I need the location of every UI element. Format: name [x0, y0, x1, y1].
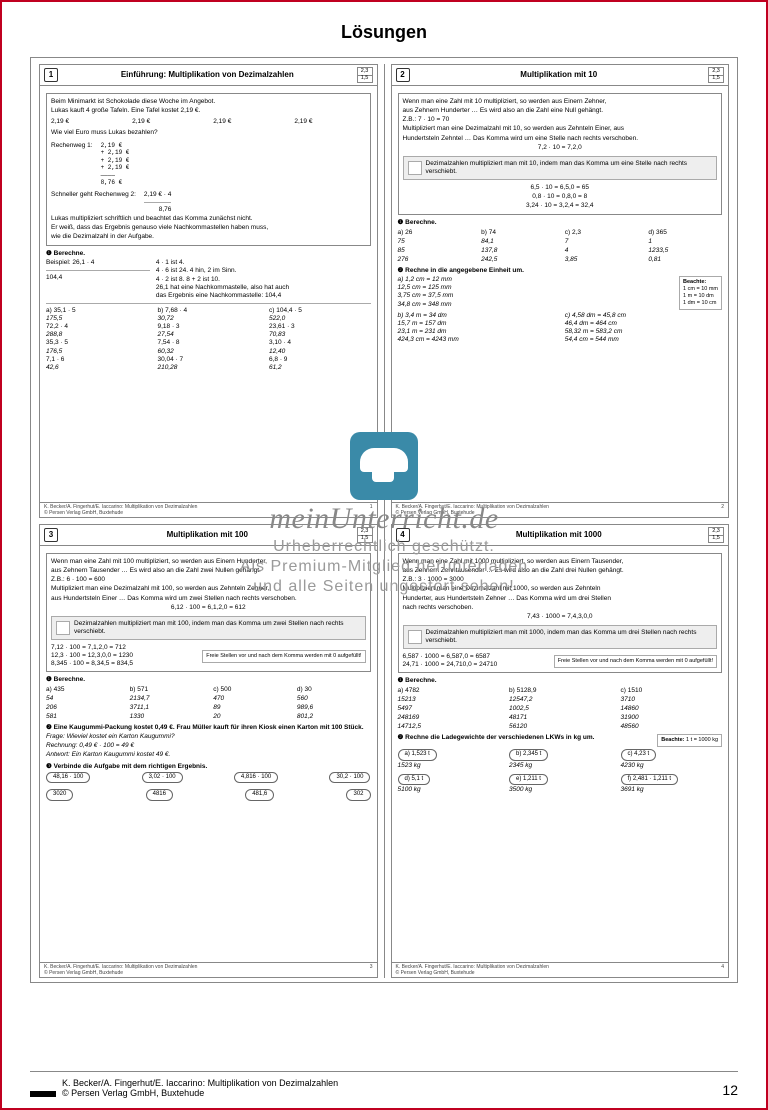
text: Lukas multipliziert schriftlich und beac… [51, 215, 366, 223]
q1-title: Einführung: Multiplikation von Dezimalza… [62, 70, 353, 80]
price: 2,19 € [294, 118, 365, 126]
task: ❶ Berechne. [46, 676, 371, 684]
rule-box: Dezimalzahlen multipliziert man mit 1000… [403, 625, 718, 649]
oval: b) 2,345 t [509, 749, 548, 761]
q2-title: Multiplikation mit 10 [414, 70, 705, 80]
oval: c) 4,23 t [621, 749, 657, 761]
page-title: Lösungen [30, 22, 738, 43]
oval: 3020 [46, 789, 73, 801]
subpage: 1 [370, 504, 373, 517]
task: ❶ Berechne. [398, 677, 723, 685]
q1-number: 1 [44, 68, 58, 82]
price: 2,19 € [51, 118, 122, 126]
page-number: 12 [722, 1082, 738, 1098]
text: Beispiel: 26,1 · 4 [46, 259, 150, 267]
task: ❶ Berechne. [46, 250, 371, 258]
text: 4 · 6 ist 24. 4 hin, 2 im Sinn. [156, 267, 371, 275]
text: 4 · 1 ist 4. [156, 259, 371, 267]
page: Lösungen 1 Einführung: Multiplikation vo… [0, 0, 768, 1110]
col-c: c) 104,4 · 5522,0 23,61 · 370,83 3,10 · … [269, 307, 371, 372]
q2-intro-box: Wenn man eine Zahl mit 10 multipliziert,… [398, 93, 723, 215]
task: ❸ Verbinde die Aufgabe mit dem richtigen… [46, 763, 371, 771]
col-a: a) 35,1 · 5175,5 72,2 · 4288,8 35,3 · 51… [46, 307, 148, 372]
oval: 4,816 · 100 [234, 772, 278, 784]
credit: K. Becker/A. Fingerhut/E. Iaccarino: Mul… [44, 504, 197, 510]
price: 2,19 € [213, 118, 284, 126]
q3-title: Multiplikation mit 100 [62, 530, 353, 540]
quadrant-2: 2 Multiplikation mit 10 2,31,5 Wenn man … [391, 64, 730, 518]
oval: d) 5,1 t [398, 774, 431, 786]
oval: a) 1,523 t [398, 749, 437, 761]
rule-box: Dezimalzahlen multipliziert man mit 100,… [51, 616, 366, 640]
left-column: 1 Einführung: Multiplikation von Dezimal… [39, 64, 378, 978]
page-footer: K. Becker/A. Fingerhut/E. Iaccarino: Mul… [30, 1071, 738, 1098]
q3-number: 3 [44, 528, 58, 542]
oval: 3,02 · 100 [142, 772, 183, 784]
q4-title: Multiplikation mit 1000 [414, 530, 705, 540]
text: Lukas kauft 4 große Tafeln. Eine Tafel k… [51, 107, 366, 115]
calc: 2,19 € · 4 [144, 191, 171, 199]
oval: 30,2 · 100 [329, 772, 370, 784]
oval: e) 1,211 t [509, 774, 548, 786]
hint: Beachte: 1 cm = 10 mm 1 m = 10 dm 1 dm =… [679, 276, 722, 310]
label: Rechenweg 1: [51, 142, 93, 187]
right-column: 2 Multiplikation mit 10 2,31,5 Wenn man … [391, 64, 730, 978]
copyright: © Persen Verlag GmbH, Buxtehude [44, 510, 123, 516]
task: ❷ Rechne die Ladegewichte der verschiede… [398, 734, 652, 742]
text: 104,4 [46, 274, 150, 282]
quadrant-3: 3 Multiplikation mit 100 2,31,5 Wenn man… [39, 524, 378, 978]
calc: 2,19 € + 2,19 € + 2,19 € + 2,19 € ———— 8… [101, 142, 130, 187]
task: ❶ Berechne. [398, 219, 723, 227]
quadrant-4: 4 Multiplikation mit 1000 2,31,5 Wenn ma… [391, 524, 730, 978]
col-b: b) 7,68 · 430,72 9,18 · 327,54 7,54 · 86… [158, 307, 260, 372]
frac-badge: 2,31,5 [357, 67, 373, 83]
text: das Ergebnis eine Nachkommastelle: 104,4 [156, 292, 371, 300]
task: ❷ Eine Kaugummi-Packung kostet 0,49 €. F… [46, 724, 371, 732]
oval: f) 2,481 · 1,211 t [621, 774, 679, 786]
q2-number: 2 [396, 68, 410, 82]
oval: 48,16 · 100 [46, 772, 90, 784]
quadrant-1: 1 Einführung: Multiplikation von Dezimal… [39, 64, 378, 518]
q1-intro-box: Beim Minimarkt ist Schokolade diese Woch… [46, 93, 371, 246]
calc: 8,76 [144, 206, 171, 214]
footer-line: K. Becker/A. Fingerhut/E. Iaccarino: Mul… [62, 1078, 338, 1088]
hint: Beachte: 1 t = 1000 kg [657, 734, 722, 747]
text: 26,1 hat eine Nachkommastelle, also hat … [156, 284, 371, 292]
hint: Freie Stellen vor und nach dem Komma wer… [202, 650, 365, 663]
text: 4 · 2 ist 8. 8 + 2 ist 10. [156, 276, 371, 284]
text: Er weiß, dass das Ergebnis genauso viele… [51, 224, 366, 232]
hint: Freie Stellen vor und nach dem Komma wer… [554, 655, 717, 668]
label: Schneller geht Rechenweg 2: [51, 191, 136, 214]
price: 2,19 € [132, 118, 203, 126]
persen-logo [30, 1079, 56, 1097]
q3-intro-box: Wenn man eine Zahl mit 100 multipliziert… [46, 553, 371, 672]
footer-line: © Persen Verlag GmbH, Buxtehude [62, 1088, 338, 1098]
oval: 4816 [146, 789, 173, 801]
text: Beim Minimarkt ist Schokolade diese Woch… [51, 98, 366, 106]
task: ❷ Rechne in die angegebene Einheit um. [398, 267, 723, 275]
q4-number: 4 [396, 528, 410, 542]
rule-box: Dezimalzahlen multipliziert man mit 10, … [403, 156, 718, 180]
text: Wie viel Euro muss Lukas bezahlen? [51, 129, 366, 137]
q4-intro-box: Wenn man eine Zahl mit 1000 multiplizier… [398, 553, 723, 673]
text: wie die Dezimalzahl in der Aufgabe. [51, 233, 366, 241]
worksheet-grid: 1 Einführung: Multiplikation von Dezimal… [30, 57, 738, 983]
oval: 481,6 [245, 789, 274, 801]
vertical-divider [384, 64, 385, 978]
oval: 302 [346, 789, 370, 801]
